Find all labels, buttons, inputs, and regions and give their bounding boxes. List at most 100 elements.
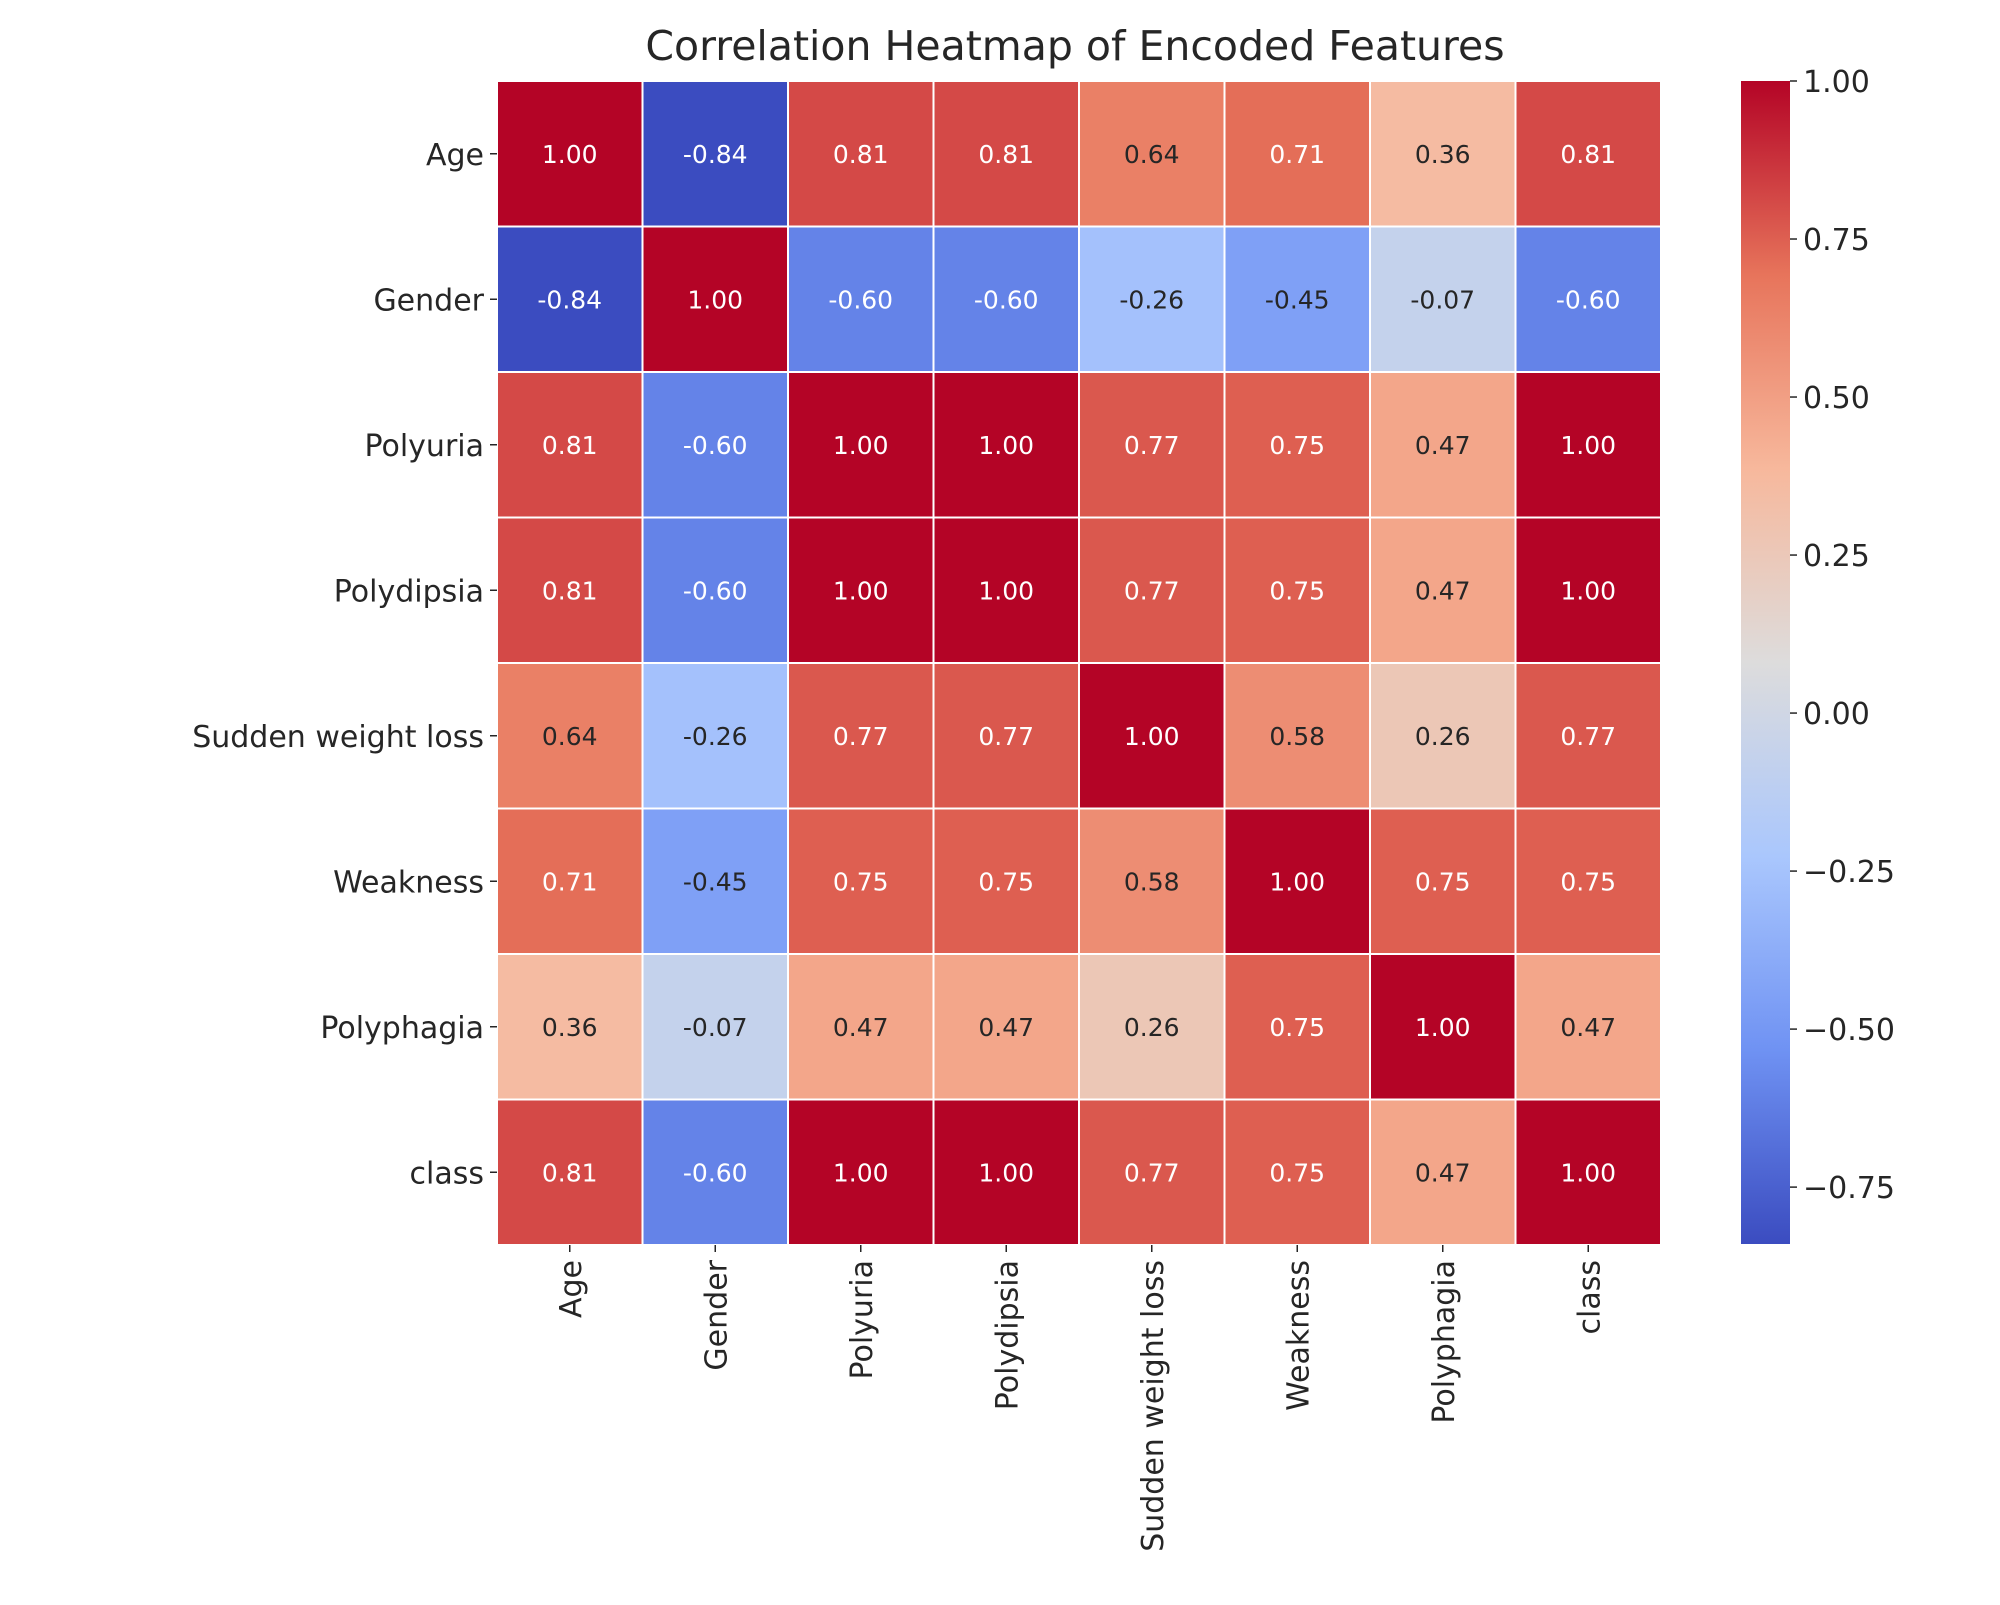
cell-value-label: -0.84 bbox=[537, 285, 602, 314]
cell-value-label: 0.58 bbox=[1124, 867, 1180, 896]
cell-value-label: 1.00 bbox=[978, 1158, 1034, 1187]
cell-value-label: 0.81 bbox=[542, 431, 598, 460]
heatmap-cell-gender-class bbox=[1514, 225, 1662, 373]
heatmap-cell-age-sudden-weight-loss bbox=[1078, 80, 1226, 228]
heatmap-cell-polyuria-class bbox=[1514, 371, 1662, 519]
cell-value-label: -0.60 bbox=[683, 576, 748, 605]
row-label-polyuria: Polyuria bbox=[364, 429, 484, 464]
cell-value-label: 0.75 bbox=[1560, 867, 1616, 896]
cell-value-label: 0.77 bbox=[1124, 1158, 1180, 1187]
column-label-polydipsia: Polydipsia bbox=[990, 1260, 1025, 1410]
row-label-weakness: Weakness bbox=[333, 865, 484, 900]
row-label-age: Age bbox=[426, 138, 484, 173]
cell-value-label: -0.07 bbox=[683, 1013, 748, 1042]
cell-value-label: -0.07 bbox=[1410, 285, 1475, 314]
row-label-polyphagia: Polyphagia bbox=[320, 1011, 484, 1046]
colorbar-tick-label: −0.25 bbox=[1803, 855, 1895, 890]
heatmap-cell-age-polydipsia bbox=[932, 80, 1080, 228]
heatmap-cell-polydipsia-age bbox=[496, 516, 644, 664]
heatmap-cell-polyphagia-polyphagia bbox=[1369, 953, 1517, 1101]
cell-value-label: 0.77 bbox=[1124, 431, 1180, 460]
cell-value-label: -0.45 bbox=[683, 867, 748, 896]
heatmap-cell-gender-weakness bbox=[1223, 225, 1371, 373]
colorbar-tick-label: 0.25 bbox=[1803, 539, 1870, 574]
cell-value-label: 0.77 bbox=[1124, 576, 1180, 605]
cell-value-label: -0.60 bbox=[974, 285, 1039, 314]
cell-value-label: 1.00 bbox=[1269, 867, 1325, 896]
heatmap-cell-sudden-weight-loss-polyuria bbox=[787, 662, 935, 810]
cell-value-label: 1.00 bbox=[833, 1158, 889, 1187]
column-label-gender: Gender bbox=[699, 1259, 734, 1370]
cell-value-label: 0.64 bbox=[1124, 140, 1180, 169]
cell-value-label: 0.77 bbox=[833, 722, 889, 751]
colorbar-tick-label: −0.75 bbox=[1803, 1171, 1895, 1206]
cell-value-label: 1.00 bbox=[1560, 431, 1616, 460]
cell-value-label: 0.71 bbox=[542, 867, 598, 896]
heatmap-cell-weakness-weakness bbox=[1223, 807, 1371, 955]
row-label-polydipsia: Polydipsia bbox=[334, 574, 484, 609]
cell-value-label: 0.81 bbox=[542, 1158, 598, 1187]
cell-value-label: -0.26 bbox=[1119, 285, 1184, 314]
cell-value-label: 1.00 bbox=[1124, 722, 1180, 751]
cell-value-label: 0.75 bbox=[1415, 867, 1471, 896]
heatmap-cell-sudden-weight-loss-polydipsia bbox=[932, 662, 1080, 810]
heatmap-cell-age-age bbox=[496, 80, 644, 228]
cell-value-label: 0.58 bbox=[1269, 722, 1325, 751]
heatmap-cell-gender-sudden-weight-loss bbox=[1078, 225, 1226, 373]
colorbar-tick-label: 0.50 bbox=[1803, 381, 1870, 416]
cell-value-label: -0.26 bbox=[683, 722, 748, 751]
cell-value-label: 0.47 bbox=[833, 1013, 889, 1042]
heatmap-cell-polyuria-gender bbox=[641, 371, 789, 519]
heatmap-cell-weakness-gender bbox=[641, 807, 789, 955]
row-label-class: class bbox=[410, 1156, 484, 1191]
column-label-age: Age bbox=[554, 1260, 589, 1318]
heatmap-cell-gender-gender bbox=[641, 225, 789, 373]
cell-value-label: 0.36 bbox=[542, 1013, 598, 1042]
cell-value-label: -0.84 bbox=[683, 140, 748, 169]
cell-value-label: 0.64 bbox=[542, 722, 598, 751]
cell-value-label: 0.75 bbox=[978, 867, 1034, 896]
colorbar-tick-label: 1.00 bbox=[1803, 65, 1870, 100]
heatmap-cell-polydipsia-polyphagia bbox=[1369, 516, 1517, 664]
heatmap-cell-class-sudden-weight-loss bbox=[1078, 1098, 1226, 1246]
cell-value-label: 0.47 bbox=[978, 1013, 1034, 1042]
heatmap-cell-sudden-weight-loss-polyphagia bbox=[1369, 662, 1517, 810]
heatmap-cell-polydipsia-polydipsia bbox=[932, 516, 1080, 664]
heatmap-cell-polyphagia-polyuria bbox=[787, 953, 935, 1101]
chart-title: Correlation Heatmap of Encoded Features bbox=[645, 22, 1504, 70]
heatmap-cell-age-class bbox=[1514, 80, 1662, 228]
cell-value-label: 0.47 bbox=[1415, 1158, 1471, 1187]
column-label-weakness: Weakness bbox=[1281, 1260, 1316, 1411]
cell-value-label: 0.77 bbox=[1560, 722, 1616, 751]
cell-value-label: -0.60 bbox=[1556, 285, 1621, 314]
heatmap-cell-sudden-weight-loss-sudden-weight-loss bbox=[1078, 662, 1226, 810]
heatmap-cell-polyuria-polyuria bbox=[787, 371, 935, 519]
colorbar-tick-label: 0.75 bbox=[1803, 223, 1870, 258]
cell-value-label: -0.45 bbox=[1265, 285, 1330, 314]
cell-value-label: 1.00 bbox=[542, 140, 598, 169]
cell-value-label: 1.00 bbox=[833, 576, 889, 605]
column-label-polyphagia: Polyphagia bbox=[1427, 1260, 1462, 1424]
row-labels: Age Gender Polyuria Polydipsia Sudden weight… bbox=[192, 138, 497, 1191]
cell-value-label: 0.77 bbox=[978, 722, 1034, 751]
cell-value-label: 0.75 bbox=[833, 867, 889, 896]
cell-value-label: 0.75 bbox=[1269, 1158, 1325, 1187]
row-label-gender: Gender bbox=[373, 283, 484, 318]
heatmap-cell-polyphagia-weakness bbox=[1223, 953, 1371, 1101]
cell-value-label: 0.81 bbox=[833, 140, 889, 169]
heatmap-cell-polyphagia-class bbox=[1514, 953, 1662, 1101]
heatmap-cell-age-weakness bbox=[1223, 80, 1371, 228]
cell-value-label: 1.00 bbox=[687, 285, 743, 314]
cell-value-label: 1.00 bbox=[1560, 1158, 1616, 1187]
row-label-sudden-weight-loss: Sudden weight loss bbox=[192, 720, 484, 755]
heatmap-cell-polyphagia-age bbox=[496, 953, 644, 1101]
cell-value-label: 0.71 bbox=[1269, 140, 1325, 169]
cell-value-label: 0.81 bbox=[542, 576, 598, 605]
heatmap-cells: 1.00 -0.84 0.81 0.81 0.64 0.71 0.36 0.81 -0.84 1.… bbox=[496, 80, 1662, 1246]
heatmap-cell-polyuria-polyphagia bbox=[1369, 371, 1517, 519]
column-label-sudden-weight-loss: Sudden weight loss bbox=[1136, 1260, 1171, 1552]
heatmap-cell-polyuria-polydipsia bbox=[932, 371, 1080, 519]
cell-value-label: 1.00 bbox=[978, 576, 1034, 605]
